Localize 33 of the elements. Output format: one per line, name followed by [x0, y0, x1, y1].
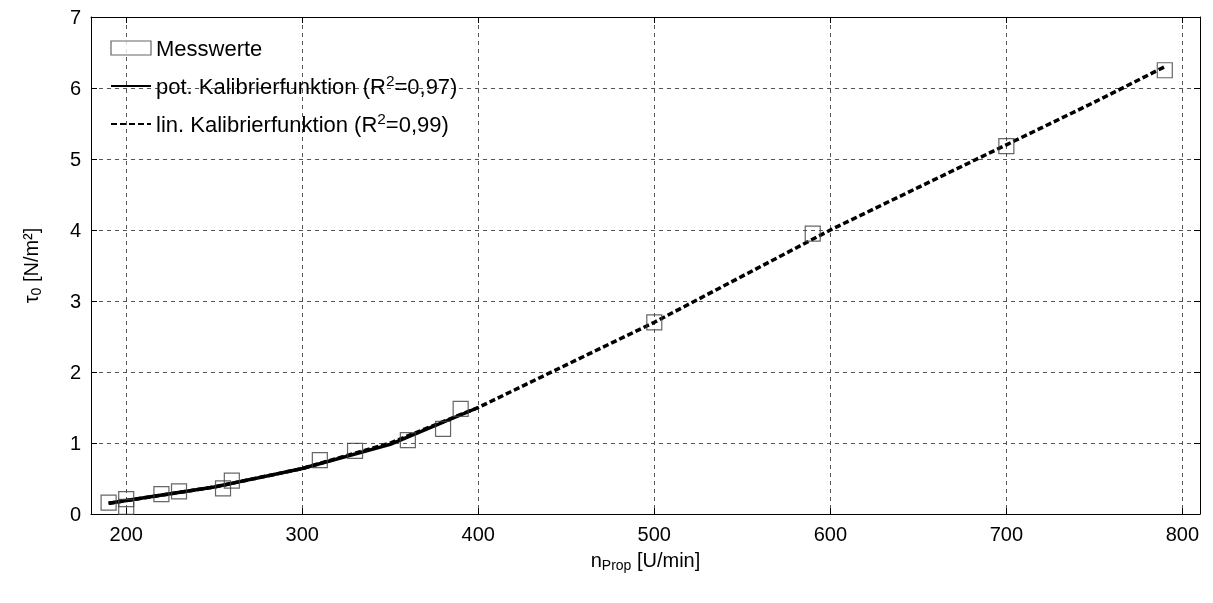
y-tick-label: 1	[69, 432, 81, 454]
point	[311, 451, 328, 469]
point	[1156, 62, 1173, 79]
x-tick-label: 400	[461, 523, 495, 545]
point	[346, 442, 364, 459]
point	[118, 498, 135, 515]
point	[646, 314, 663, 331]
y-tick-label: 4	[69, 219, 81, 241]
legend-label: Messwerte	[156, 35, 263, 61]
x-tick-label: 300	[285, 523, 319, 545]
point	[223, 472, 240, 489]
y-tick-label: 7	[69, 6, 81, 28]
y-tick-label: 5	[69, 148, 81, 170]
x-tick-label: 800	[1165, 523, 1200, 545]
y-tick-label: 2	[69, 361, 81, 383]
point	[118, 490, 135, 508]
point	[100, 494, 117, 511]
point	[804, 225, 821, 242]
point	[170, 483, 188, 500]
point	[153, 486, 170, 503]
point	[998, 138, 1015, 155]
x-tick-label: 700	[989, 523, 1024, 545]
point	[452, 400, 469, 418]
y-axis-title: τ0 [N/m²]	[20, 227, 44, 304]
x-tick-label: 200	[109, 523, 143, 545]
point	[434, 420, 452, 437]
x-tick-label: 600	[813, 523, 848, 545]
x-tick-label: 500	[637, 523, 671, 545]
y-tick-label: 0	[69, 503, 81, 525]
point	[214, 480, 232, 497]
y-tick-label: 3	[69, 290, 81, 312]
y-tick-label: 6	[69, 77, 81, 99]
point	[399, 432, 416, 449]
